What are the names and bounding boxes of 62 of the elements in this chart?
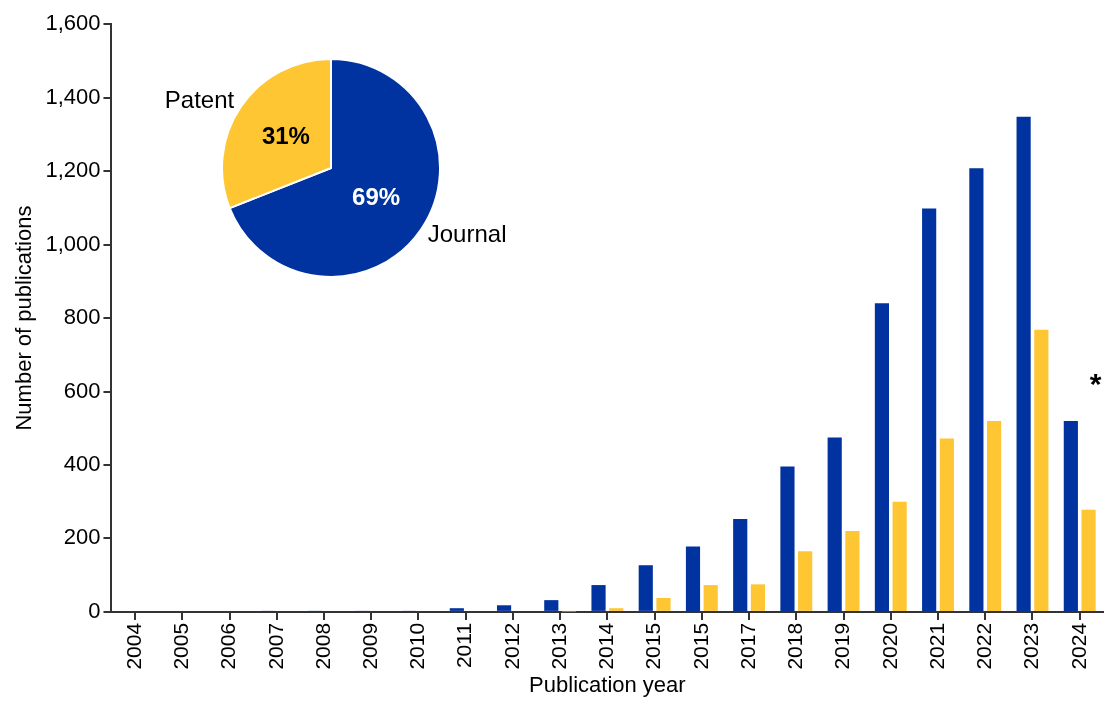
bar: [449, 608, 464, 611]
bar: [827, 437, 842, 611]
bar: [685, 546, 701, 611]
bar: [1063, 420, 1078, 611]
bar: [780, 466, 795, 611]
x-tick-label: 2010: [405, 622, 429, 670]
annotation: *: [1089, 366, 1102, 400]
x-tick-label: 2012: [499, 622, 523, 670]
slice-label: Journal: [427, 219, 507, 247]
x-tick-label: 2019: [830, 622, 854, 670]
x-tick-label: 2024: [1066, 622, 1090, 670]
y-tick-label: 600: [63, 377, 101, 403]
y-tick-label: 1,400: [45, 83, 101, 109]
x-tick-label: 2004: [121, 622, 145, 670]
bar: [845, 531, 860, 611]
y-tick-label: 800: [63, 304, 101, 330]
x-tick-label: 2007: [263, 622, 287, 670]
x-tick-label: 2011: [452, 622, 476, 669]
bar: [591, 585, 606, 611]
data-label: 69%: [352, 183, 401, 211]
x-tick-label: 2017: [735, 622, 759, 670]
x-tick-label: 2009: [358, 622, 382, 670]
bar: [638, 565, 653, 611]
y-axis-title: Number of publications: [11, 205, 37, 431]
x-tick-label: 2015: [688, 622, 712, 670]
x-tick-label: 2022: [972, 622, 996, 670]
bar: [703, 585, 718, 611]
x-tick-label: 2021: [924, 622, 948, 670]
y-tick-label: 1,600: [45, 10, 101, 36]
bar: [496, 605, 512, 611]
y-tick-label: 400: [63, 451, 101, 477]
bar: [1034, 329, 1049, 611]
x-tick-label: 2014: [594, 622, 618, 670]
bar: [969, 168, 984, 611]
x-tick-label: 2015: [641, 622, 665, 670]
bar: [987, 420, 1002, 611]
data-label: 31%: [261, 121, 310, 149]
bar: [656, 597, 671, 611]
bar: [733, 518, 748, 611]
bar: [922, 208, 937, 611]
x-tick-label: 2008: [310, 622, 334, 670]
bar: [939, 438, 954, 611]
bar: [544, 600, 559, 611]
bar: [750, 584, 766, 611]
x-tick-label: 2013: [546, 622, 570, 670]
y-tick-label: 1,000: [45, 230, 101, 256]
x-tick-label: 2020: [877, 622, 901, 670]
bar: [798, 551, 813, 611]
y-tick-label: 0: [88, 597, 101, 623]
bar: [874, 303, 890, 611]
bar: [1016, 116, 1031, 611]
x-tick-label: 2018: [783, 622, 807, 670]
x-tick-label: 2023: [1019, 622, 1043, 670]
y-tick-label: 1,200: [45, 157, 101, 183]
y-tick-label: 200: [63, 524, 101, 550]
bar: [609, 608, 624, 611]
x-axis-title: Publication year: [529, 671, 686, 697]
slice-label: Patent: [164, 85, 235, 113]
bar: [1081, 509, 1096, 611]
x-tick-label: 2006: [216, 622, 240, 670]
x-tick-label: 2005: [169, 622, 193, 670]
bar: [892, 501, 907, 611]
